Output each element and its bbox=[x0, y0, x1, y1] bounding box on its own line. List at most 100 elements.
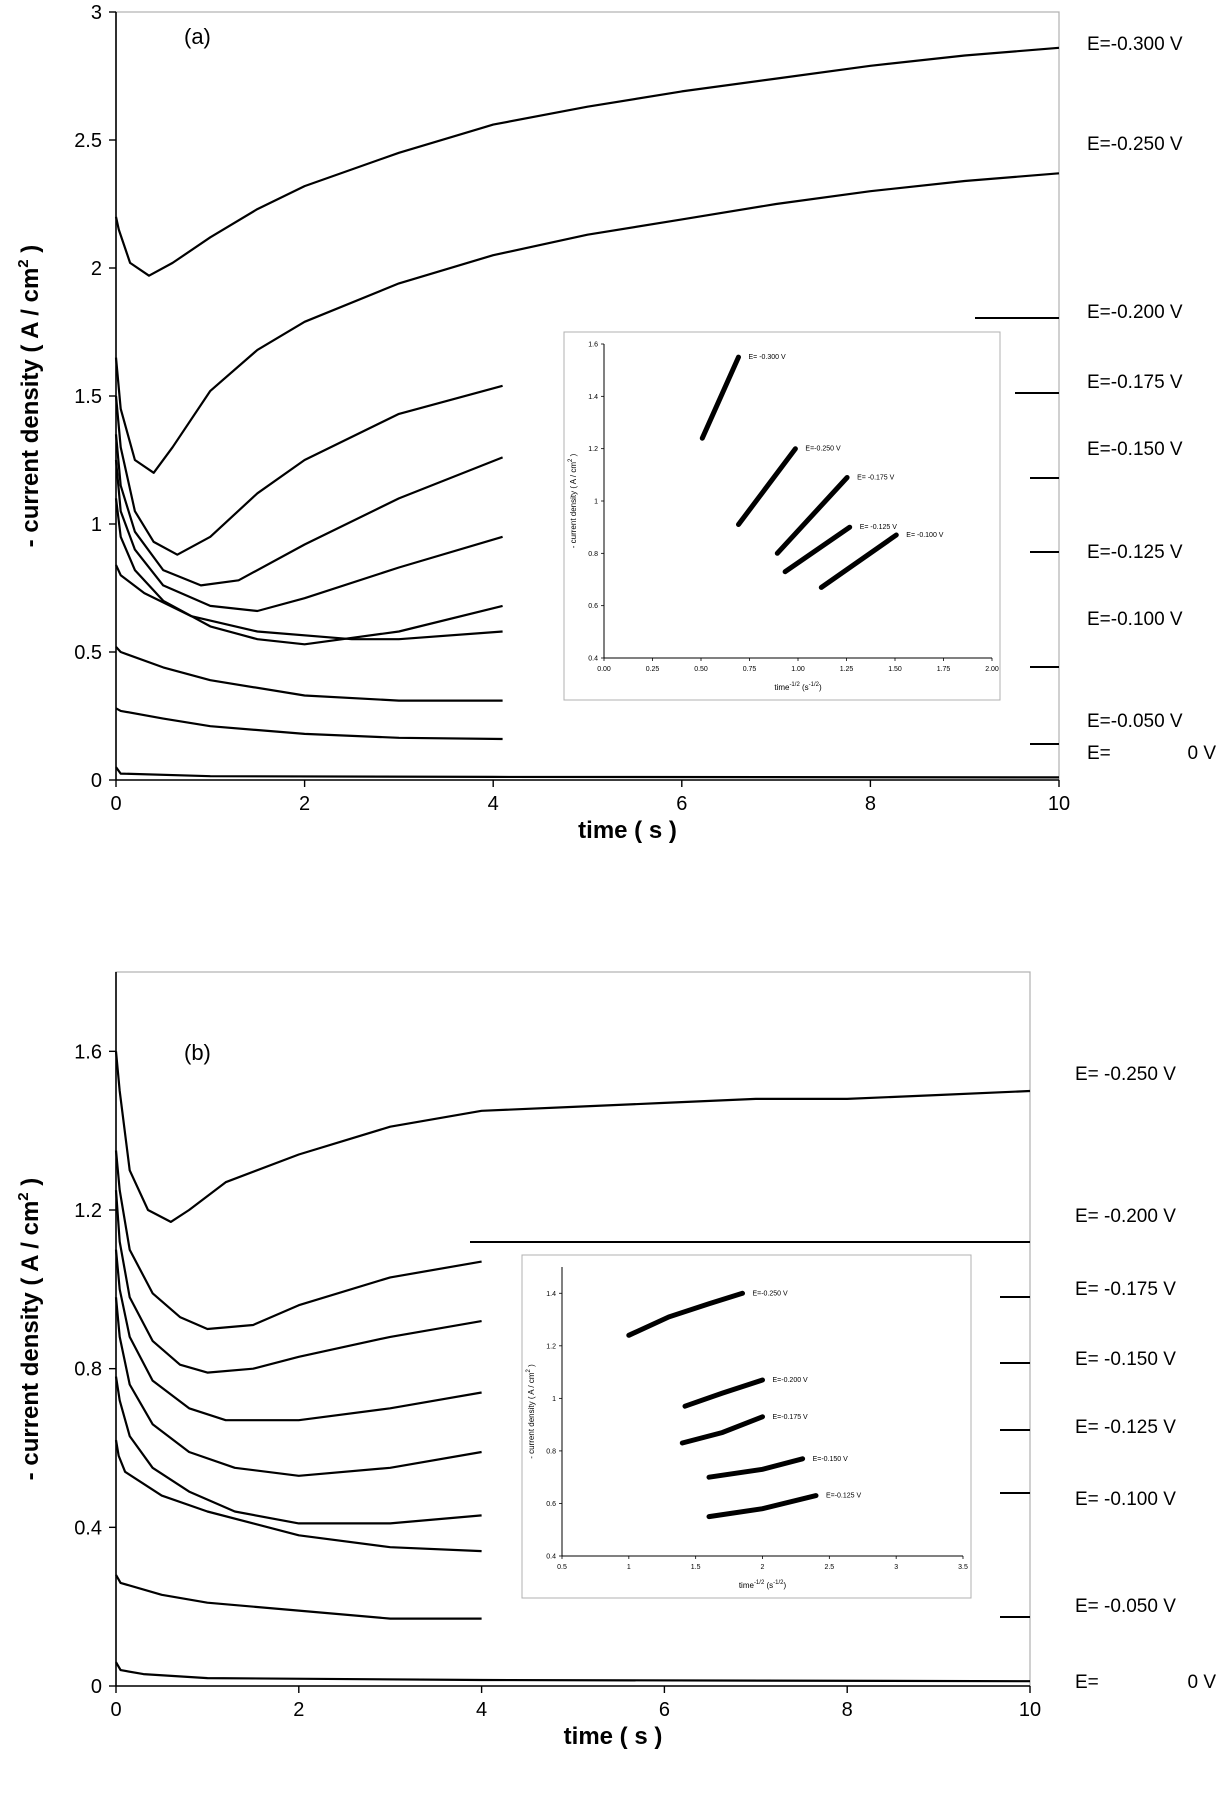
inset-y-tick-label: 1.6 bbox=[588, 342, 598, 349]
series-label: E= -0.175 V bbox=[1075, 1279, 1176, 1300]
inset-series-line bbox=[818, 532, 899, 590]
inset-series-label: E=-0.175 V bbox=[773, 1414, 809, 1421]
y-tick-label: 0.8 bbox=[74, 1359, 102, 1381]
inset-x-axis-label: time-1/2 (s-1/2) bbox=[739, 1580, 787, 1590]
x-tick-label: 2 bbox=[299, 793, 310, 815]
series-label: E= -0.050 V bbox=[1075, 1596, 1176, 1617]
x-tick-label: 6 bbox=[676, 793, 687, 815]
inset-x-tick-label: 0.00 bbox=[597, 666, 611, 673]
x-tick-label: 6 bbox=[659, 1699, 670, 1721]
y-tick-label: 3 bbox=[91, 2, 102, 24]
panel-a: 0 2 4 6 8 10 0 0.5 1 1.5 2 2.5 3 time ( s ) - current … bbox=[15, 2, 1216, 844]
series-line bbox=[114, 384, 503, 556]
inset-series-line bbox=[682, 1377, 765, 1409]
y-tick-label: 0.4 bbox=[74, 1517, 102, 1539]
y-tick-label: 0 bbox=[91, 770, 102, 792]
series-label: E= -0.250 V bbox=[1075, 1064, 1176, 1085]
series-label: E=-0.150 V bbox=[1087, 439, 1183, 460]
inset-series-label: E=-0.150 V bbox=[813, 1456, 849, 1463]
series-line bbox=[114, 434, 504, 587]
x-axis-label: time ( s ) bbox=[578, 817, 677, 844]
inset-y-tick-label: 1 bbox=[594, 499, 598, 506]
series-label: E= -0.150 V bbox=[1075, 1349, 1176, 1370]
series-line bbox=[114, 1150, 482, 1331]
inset-y-tick-label: 1.4 bbox=[546, 1291, 556, 1298]
inset-x-tick-label: 1 bbox=[627, 1564, 631, 1571]
y-tick-label: 1.5 bbox=[74, 386, 102, 408]
inset-chart: 0.4 0.6 0.8 1 1.2 1.4 0.5 1 1.5 2 2.5 3 3.5 time-1/2 … bbox=[521, 1254, 972, 1599]
inset-y-tick-label: 1.2 bbox=[588, 446, 598, 453]
series-label: E= -0.125 V bbox=[1075, 1417, 1176, 1438]
panel-b: 0 2 4 6 8 10 0 0.4 0.8 1.2 1.6 time ( s ) - current … bbox=[15, 971, 1216, 1750]
inset-series-line bbox=[626, 1290, 745, 1338]
inset-x-tick-label: 2 bbox=[761, 1564, 765, 1571]
inset-series-line bbox=[736, 446, 798, 527]
inset-x-tick-label: 2.00 bbox=[985, 666, 999, 673]
series-label: E=-0.300 V bbox=[1087, 34, 1183, 55]
inset-x-tick-label: 1.00 bbox=[791, 666, 805, 673]
inset-series-label: E= -0.100 V bbox=[906, 532, 943, 539]
inset-y-tick-label: 0.8 bbox=[588, 551, 598, 558]
inset-series-line bbox=[774, 475, 850, 556]
x-axis-label: time ( s ) bbox=[564, 1723, 663, 1750]
series-label: E=-0.100 V bbox=[1087, 609, 1183, 630]
y-tick-label: 0.5 bbox=[74, 642, 102, 664]
x-tick-label: 10 bbox=[1019, 1699, 1041, 1721]
inset-series-line bbox=[706, 1456, 806, 1480]
inset-series-label: E=-0.250 V bbox=[805, 446, 841, 453]
inset-y-tick-label: 1.4 bbox=[588, 394, 598, 401]
inset-series-label: E= -0.125 V bbox=[860, 524, 897, 531]
series-line bbox=[115, 1661, 1031, 1683]
series-line bbox=[114, 46, 1060, 277]
inset-y-tick-label: 0.8 bbox=[546, 1448, 556, 1455]
y-tick-label: 1.2 bbox=[74, 1200, 102, 1222]
x-tick-label: 4 bbox=[488, 793, 499, 815]
y-tick-label: 0 bbox=[91, 1676, 102, 1698]
series-line bbox=[114, 1297, 482, 1477]
inset-x-tick-label: 0.75 bbox=[743, 666, 757, 673]
inset-y-tick-label: 1.2 bbox=[546, 1343, 556, 1350]
inset-x-tick-label: 1.5 bbox=[691, 1564, 701, 1571]
inset-series-line bbox=[782, 524, 853, 575]
inset-y-tick-label: 0.6 bbox=[588, 603, 598, 610]
inset-y-tick-label: 0.6 bbox=[546, 1501, 556, 1508]
inset-y-tick-label: 0.4 bbox=[546, 1554, 556, 1561]
series-label: 0 V bbox=[1187, 743, 1216, 764]
inset-frame bbox=[521, 1254, 972, 1599]
y-tick-label: 1.6 bbox=[74, 1041, 102, 1063]
inset-frame bbox=[563, 331, 1001, 701]
series-label: E=-0.175 V bbox=[1087, 372, 1183, 393]
series-line bbox=[114, 459, 503, 613]
series-line bbox=[114, 1190, 482, 1374]
series-label: E= bbox=[1075, 1672, 1099, 1693]
panel-label: (a) bbox=[184, 24, 211, 49]
series-line bbox=[114, 498, 503, 646]
series-label: E=-0.250 V bbox=[1087, 134, 1183, 155]
series-line bbox=[114, 172, 1060, 474]
series-line bbox=[114, 1439, 482, 1553]
series-label: E= -0.100 V bbox=[1075, 1489, 1176, 1510]
inset-x-tick-label: 0.5 bbox=[557, 1564, 567, 1571]
x-tick-label: 0 bbox=[110, 793, 121, 815]
x-tick-label: 0 bbox=[110, 1699, 121, 1721]
series-line bbox=[114, 1376, 482, 1525]
y-tick-label: 2.5 bbox=[74, 130, 102, 152]
inset-x-tick-label: 1.25 bbox=[840, 666, 854, 673]
series-label: E=-0.050 V bbox=[1087, 711, 1183, 732]
inset-y-axis-label: - current density ( A / cm2 ) bbox=[568, 453, 578, 548]
series-label: E=-0.200 V bbox=[1087, 302, 1183, 323]
y-axis-label: - current density ( A / cm2 ) bbox=[15, 1178, 44, 1481]
series-line bbox=[114, 1051, 1031, 1223]
series-label: E= -0.200 V bbox=[1075, 1206, 1176, 1227]
x-tick-label: 4 bbox=[476, 1699, 487, 1721]
inset-chart: 0.4 0.6 0.8 1 1.2 1.4 1.6 0.00 0.25 0.50 0.75 1.00 1… bbox=[563, 331, 1001, 701]
inset-y-axis-label: - current density ( A / cm2 ) bbox=[526, 1364, 536, 1459]
series-label: E= bbox=[1087, 743, 1111, 764]
series-line bbox=[115, 564, 503, 641]
x-tick-label: 8 bbox=[865, 793, 876, 815]
inset-series-line bbox=[699, 354, 741, 441]
inset-x-tick-label: 3.5 bbox=[958, 1564, 968, 1571]
series-label: E=-0.125 V bbox=[1087, 542, 1183, 563]
panel-label: (b) bbox=[184, 1040, 211, 1065]
